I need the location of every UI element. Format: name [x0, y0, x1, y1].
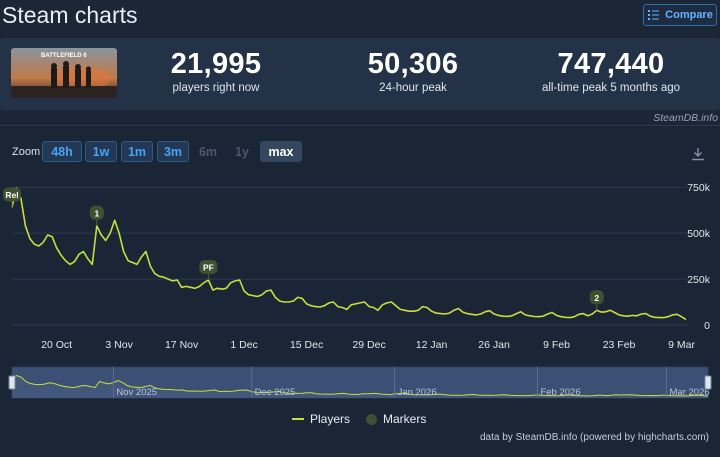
navigator-tick-label: Jan 2026 — [398, 387, 437, 398]
credit-bottom[interactable]: data by SteamDB.info (powered by highcha… — [480, 432, 709, 443]
navigator-right-handle[interactable] — [704, 375, 712, 390]
marker-badge — [3, 187, 21, 202]
marker-label: Rel — [5, 190, 18, 200]
y-tick-label: 0 — [704, 320, 710, 332]
marker-label: 2 — [594, 293, 599, 303]
stat-alltime-peak-label: all-time peak 5 months ago — [541, 82, 681, 94]
zoom-1m-button[interactable]: 1m — [121, 141, 153, 162]
compare-icon — [648, 10, 660, 20]
marker-badge — [89, 205, 104, 220]
stat-24h-peak-label: 24-hour peak — [379, 82, 447, 94]
stat-alltime-peak-value: 747,440 — [557, 48, 665, 80]
x-tick-label: 26 Jan — [478, 339, 510, 351]
marker-badge — [199, 259, 218, 274]
game-title-art: BATTLEFIELD 6 — [41, 53, 87, 59]
x-tick-label: 12 Jan — [416, 339, 448, 351]
zoom-1y-button[interactable]: 1y — [235, 144, 249, 159]
legend-players-label: Players — [310, 412, 351, 426]
marker-badge — [589, 290, 604, 305]
legend-markers-dot — [366, 413, 378, 425]
download-icon[interactable] — [690, 146, 706, 162]
stat-current-label: players right now — [172, 82, 260, 94]
zoom-48h-button[interactable]: 48h — [42, 141, 82, 162]
marker-flag: PF — [199, 259, 218, 280]
y-tick-label: 750k — [687, 182, 711, 194]
compare-button[interactable]: Compare — [643, 4, 717, 26]
game-thumbnail[interactable]: BATTLEFIELD 6 — [11, 48, 117, 98]
legend-players-line — [292, 418, 304, 420]
navigator-area — [12, 375, 708, 398]
marker-flag: Rel — [3, 187, 21, 208]
x-tick-label: 9 Feb — [543, 339, 570, 351]
stat-24h-peak: 50,306 24-hour peak — [313, 48, 513, 94]
stat-24h-peak-value: 50,306 — [367, 48, 459, 80]
navigator-tick-label: Nov 2025 — [116, 387, 157, 398]
steamdb-credit-top[interactable]: SteamDB.info — [653, 112, 718, 124]
compare-label: Compare — [665, 9, 713, 21]
x-tick-label: 9 Mar — [668, 339, 695, 351]
legend-markers[interactable]: Markers — [366, 412, 426, 426]
marker-label: PF — [203, 262, 214, 272]
x-tick-label: 1 Dec — [230, 339, 257, 351]
y-tick-label: 250k — [687, 274, 711, 286]
navigator-tick-label: Mar 2026 — [670, 387, 710, 398]
y-tick-label: 500k — [687, 228, 711, 240]
players-series-line — [11, 186, 687, 321]
marker-flag: 2 — [589, 290, 604, 311]
x-tick-label: 17 Nov — [165, 339, 199, 351]
zoom-6m-button[interactable]: 6m — [198, 144, 218, 159]
legend-players[interactable]: Players — [292, 412, 350, 426]
navigator-tick-label: Dec 2025 — [255, 387, 296, 398]
page-title: Steam charts — [2, 2, 138, 28]
zoom-1w-button[interactable]: 1w — [85, 141, 117, 162]
stat-alltime-peak: 747,440 all-time peak 5 months ago — [511, 48, 711, 94]
stat-current: 21,995 players right now — [116, 48, 316, 94]
navigator-tick-label: Feb 2026 — [540, 387, 580, 398]
stat-current-value: 21,995 — [170, 48, 262, 80]
navigator-series-line — [11, 374, 709, 397]
x-tick-label: 15 Dec — [290, 339, 323, 351]
x-tick-label: 20 Oct — [41, 339, 72, 351]
x-tick-label: 3 Nov — [105, 339, 133, 351]
chart-legend: Players Markers — [292, 412, 442, 426]
marker-flag: 1 — [89, 205, 104, 226]
zoom-3m-button[interactable]: 3m — [157, 141, 189, 162]
x-tick-label: 23 Feb — [603, 339, 636, 351]
zoom-label: Zoom — [12, 146, 41, 158]
navigator-left-handle[interactable] — [8, 375, 16, 390]
marker-label: 1 — [94, 208, 99, 218]
x-tick-label: 29 Dec — [352, 339, 385, 351]
legend-markers-label: Markers — [383, 412, 427, 426]
zoom-max-button[interactable]: max — [260, 141, 302, 162]
stats-panel: BATTLEFIELD 6 21,995 players right now 5… — [0, 38, 720, 110]
